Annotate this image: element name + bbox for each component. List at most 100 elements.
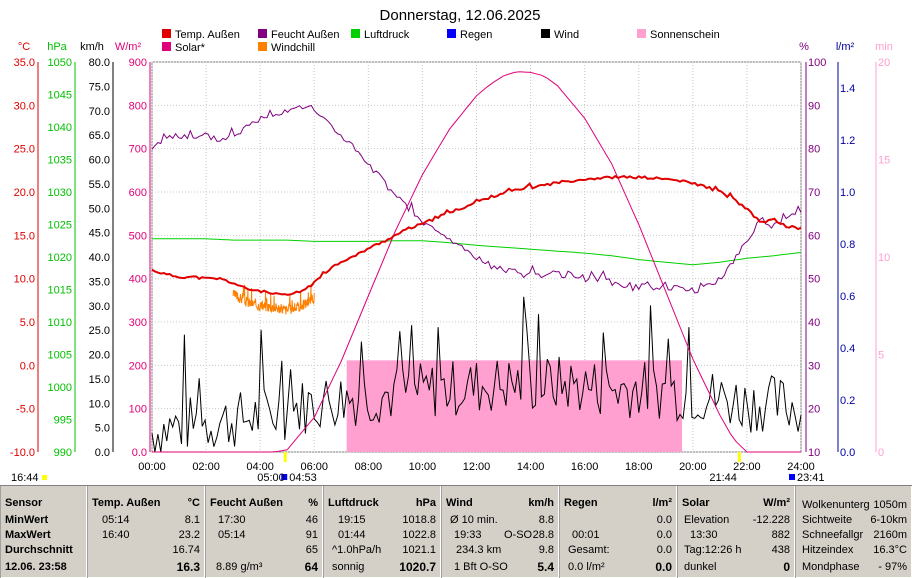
panel-wind: Wind km/h Ø 10 min. 8.8 19:33 O-SO 28.8 234.… [441,486,559,578]
series-luftdruck [152,238,802,266]
solar-daylength: Tag:12:26 h [684,544,742,556]
press-trend: ^1.0hPa/h [332,544,382,556]
solar-state: dunkel [684,561,717,573]
misc-label-3: Hitzeindex [802,544,854,556]
axis-tick-wind-8: 40.0 [89,252,110,264]
hum-min-time: 17:30 [218,514,246,526]
sensor-avg-label: Durchschnitt [5,544,73,556]
misc-label-4: Mondphase [802,561,860,573]
temp-header: Temp. Außen [92,497,161,509]
sunrise-label: 05:00 [257,472,285,484]
axis-tick-wind-11: 25.0 [89,325,110,337]
axis-tick-temp-3: 20.0 [14,187,35,199]
hum-avg: 65 [305,544,318,556]
series-feucht-au-en [151,104,802,294]
solar-max-time: 13:30 [690,529,718,541]
time-tick-7: 14:00 [517,461,545,473]
series-layer [151,71,802,453]
solar-current: 0 [783,560,790,574]
series-windchill [232,283,315,315]
axis-tick-humidity-6: 40 [808,317,820,329]
press-max: 1022.8 [402,529,436,541]
axis-tick-humidity-7: 30 [808,360,820,372]
temp-min: 8.1 [184,514,200,526]
sensor-timestamp: 12.06. 23:58 [5,561,67,573]
axis-tick-wind-10: 30.0 [89,301,110,313]
axis-tick-pressure-12: 990 [54,447,72,459]
hum-max-time: 05:14 [218,529,246,541]
sunrise-label-b: 04:53 [289,472,317,484]
axis-tick-humidity-2: 80 [808,144,820,156]
axis-tick-temp-9: -10.0 [10,447,35,459]
legend-label-7: Windchill [271,42,315,54]
axis-tick-temp-7: 0.0 [20,360,35,372]
solar-day-val: 438 [771,544,790,556]
wind-max-dir: O-SO [504,529,533,541]
press-forecast: sonnig [332,561,365,573]
temp-max: 23.2 [178,529,200,541]
axis-tick-pressure-5: 1025 [48,220,72,232]
axis-tick-temp-0: 35.0 [14,57,35,69]
solar-header: Solar [682,497,710,509]
legend-label-0: Temp. Außen [175,29,240,41]
rain-total-label: Gesamt: [568,544,610,556]
wind-avg: 8.8 [538,514,554,526]
axis-tick-wind-14: 10.0 [89,398,110,410]
wind-max-time: 19:33 [454,529,482,541]
panel-misc: Wolkenunterg 1050m Sichtweite 6-10km Schne… [795,486,912,578]
wind-avg-label: Ø 10 min. [450,514,498,526]
temp-min-time: 05:14 [102,514,130,526]
rain-val1: 0.0 [656,514,672,526]
wind-val3: 9.8 [538,544,554,556]
axis-unit-wind: km/h [80,41,104,53]
axis-tick-temp-4: 15.0 [14,230,35,242]
panel-temp: Temp. Außen °C 05:14 8.1 16:40 23.2 16.74 1… [87,486,205,578]
axis-tick-sunshine-1: 15 [878,155,890,167]
time-tick-4: 08:00 [355,461,383,473]
legend-label-4: Wind [554,29,579,41]
misc-value-0: 1050m [873,499,907,511]
axes: °C 35.0 30.0 25.0 20.0 15.0 10.0 5.0 0.0 -5.0 -10.… [10,41,893,459]
hum-header: Feucht Außen [210,497,283,509]
axis-tick-humidity-9: 10 [808,447,820,459]
hum-max: 91 [305,529,318,541]
time-tick-9: 18:00 [625,461,653,473]
axis-tick-pressure-10: 1000 [48,382,72,394]
axis-tick-wind-1: 75.0 [89,81,110,93]
axis-tick-solar-0: 900 [129,57,147,69]
time-tick-0: 00:00 [138,461,166,473]
axis-unit-solar: W/m² [115,41,142,53]
sun-mark-left: 16:44 [11,472,39,484]
axis-tick-wind-16: 0.0 [95,447,110,459]
legend: Temp. Außen Feucht Außen Luftdruck Regen Win… [162,29,720,54]
press-max-time: 01:44 [338,529,366,541]
axis-tick-pressure-0: 1050 [48,57,72,69]
axis-tick-sunshine-0: 20 [878,57,890,69]
solar-elev: -12.228 [752,514,790,526]
time-tick-12: 24:00 [787,461,815,473]
wind-header: Wind [446,497,473,509]
hum-current: 64 [304,560,318,574]
axis-tick-temp-1: 30.0 [14,100,35,112]
axis-tick-humidity-0: 100 [808,57,826,69]
axis-tick-temp-6: 5.0 [20,317,35,329]
wind-bft: 1 Bft O-SO [454,561,508,573]
axis-tick-solar-4: 500 [129,230,147,242]
press-header: Luftdruck [328,497,379,509]
axis-tick-humidity-8: 20 [808,404,820,416]
axis-tick-pressure-6: 1020 [48,252,72,264]
legend-swatch-5 [637,29,646,38]
panel-sensor: Sensor MinWert MaxWert Durchschnitt 12.0… [0,486,87,578]
legend-swatch-7 [258,42,267,51]
rain-val2: 0.0 [656,529,672,541]
axis-tick-solar-3: 600 [129,187,147,199]
misc-label-1: Sichtweite [802,514,853,526]
sensor-header: Sensor [5,497,43,509]
misc-value-4: - 97% [878,561,907,573]
misc-label-0: Wolkenunterg [802,499,870,511]
solar-elev-label: Elevation [684,514,730,526]
axis-unit-sunshine: min [875,41,893,53]
sun-marks: 16:44 05:00 04:53 21:44 23:41 [11,452,825,484]
temp-max-time: 16:40 [102,529,130,541]
axis-tick-pressure-2: 1040 [48,122,72,134]
